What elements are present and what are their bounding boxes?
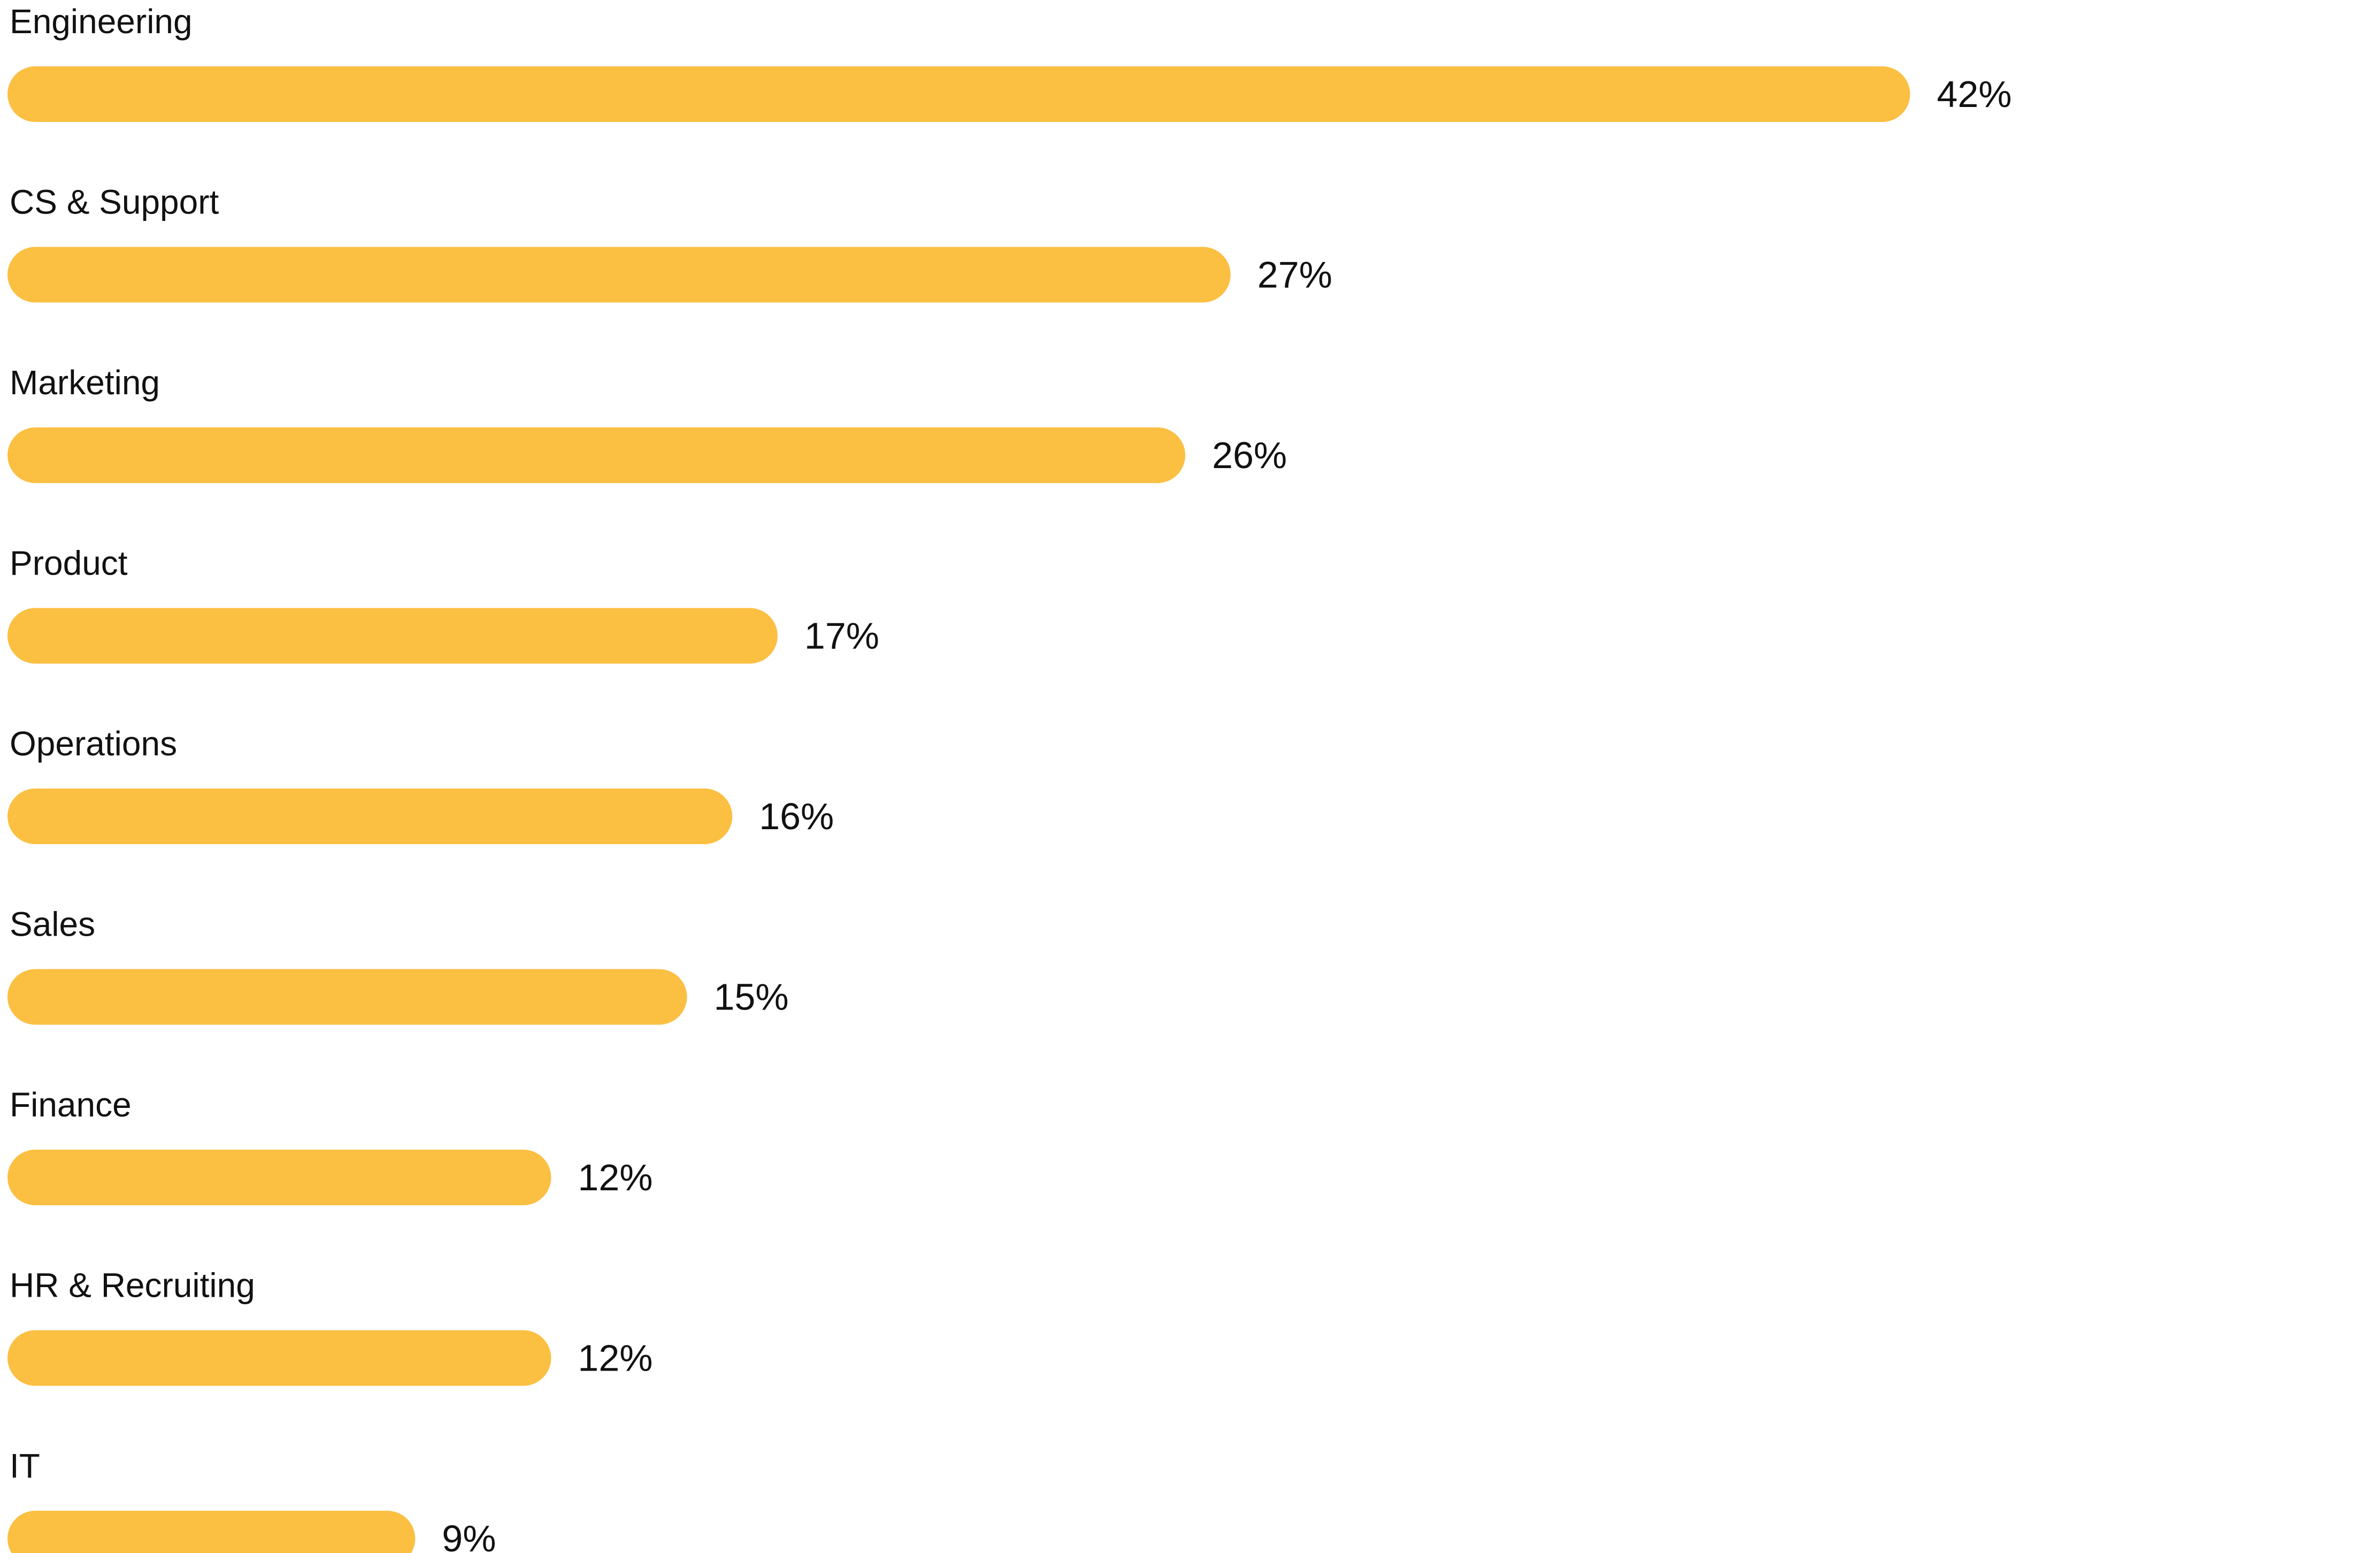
value-label: 17% — [804, 615, 879, 657]
category-label: Sales — [10, 905, 95, 944]
category-label: Marketing — [10, 363, 160, 402]
value-label: 9% — [442, 1518, 496, 1553]
value-label: 12% — [578, 1337, 652, 1379]
value-label: 12% — [578, 1157, 652, 1198]
bar — [7, 1511, 416, 1553]
bar-row: Sales 15% — [7, 905, 789, 1025]
value-label: 15% — [714, 976, 789, 1018]
category-label: Engineering — [10, 2, 193, 41]
category-label: Operations — [10, 724, 177, 763]
bar — [7, 969, 687, 1025]
bar-row: HR & Recruiting 12% — [7, 1266, 653, 1386]
bar — [7, 789, 733, 844]
bar-row: Operations 16% — [7, 724, 834, 844]
value-label: 42% — [1937, 73, 2012, 115]
bar-row: IT 9% — [7, 1447, 496, 1553]
bar-row: Product 17% — [7, 544, 879, 664]
bar-row: Finance 12% — [7, 1085, 653, 1205]
category-label: Product — [10, 544, 128, 583]
bar — [7, 608, 778, 664]
value-label: 26% — [1212, 434, 1287, 476]
bar — [7, 247, 1231, 303]
bar — [7, 1330, 551, 1386]
bar-row: Engineering 42% — [7, 2, 2012, 122]
bar — [7, 1150, 551, 1205]
category-label: IT — [10, 1447, 40, 1485]
value-label: 27% — [1257, 254, 1332, 296]
category-label: Finance — [10, 1085, 132, 1124]
category-label: HR & Recruiting — [10, 1266, 255, 1305]
category-label: CS & Support — [10, 183, 219, 221]
value-label: 16% — [759, 795, 834, 837]
bar — [7, 427, 1186, 483]
chart-rows: Engineering 42% CS & Support 27% Marketing 26… — [7, 2, 2012, 1553]
bar-row: Marketing 26% — [7, 363, 1287, 483]
bar-row: CS & Support 27% — [7, 183, 1332, 303]
bar — [7, 66, 1910, 122]
